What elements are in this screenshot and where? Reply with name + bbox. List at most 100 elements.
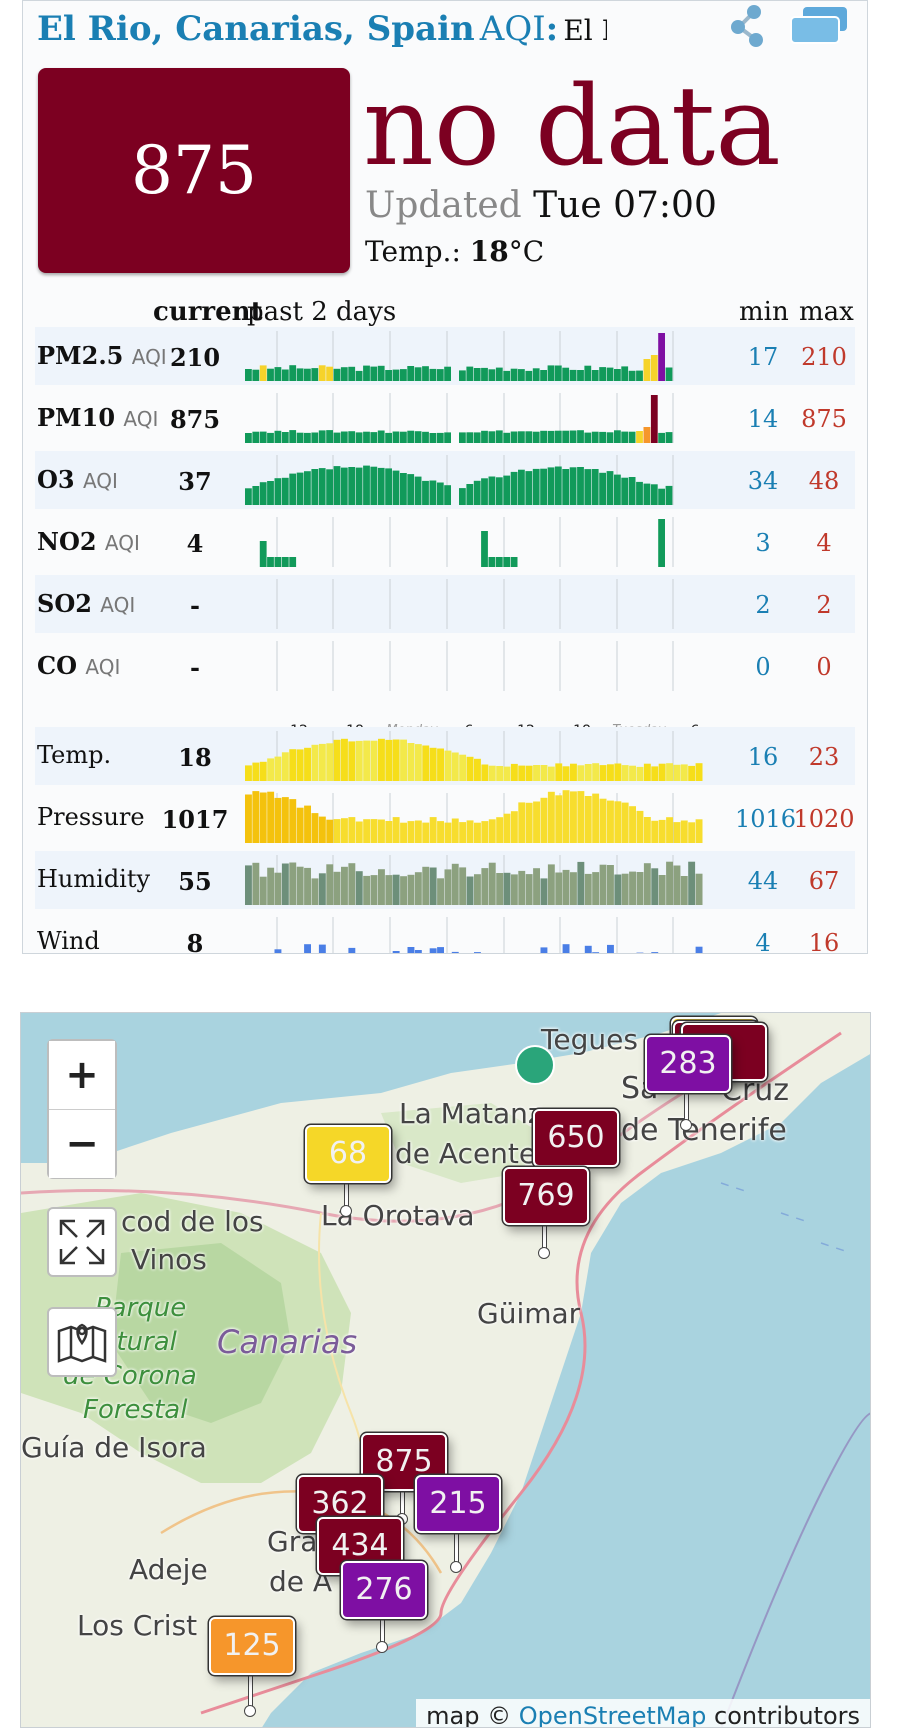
history-bar — [481, 868, 489, 905]
map-layers-button[interactable] — [47, 1307, 117, 1377]
history-bar — [591, 431, 599, 443]
aqi-value-box[interactable]: 875 — [38, 68, 350, 273]
row-name: NO2 AQI — [37, 527, 140, 556]
history-bar — [252, 369, 260, 381]
history-bar — [629, 871, 636, 905]
history-bar — [363, 875, 371, 905]
history-bar — [296, 866, 304, 905]
history-bar — [518, 431, 525, 443]
history-bar — [274, 430, 282, 443]
temp-label: Temp.: — [365, 235, 461, 268]
history-bar — [340, 431, 348, 443]
history-bar — [607, 800, 614, 843]
history-bar — [355, 740, 363, 781]
zoom-in-button[interactable]: + — [49, 1041, 115, 1109]
history-bar — [318, 743, 326, 781]
row-current: 18 — [178, 743, 212, 772]
history-bar — [311, 878, 319, 905]
history-bar — [577, 430, 584, 443]
col-past: past 2 days — [247, 297, 397, 327]
history-bar — [340, 467, 348, 505]
history-bar — [370, 819, 378, 843]
history-bar — [474, 758, 481, 781]
table-row[interactable]: Wind 8 4 16 — [35, 913, 855, 954]
row-label: Pressure — [37, 803, 145, 831]
table-row[interactable]: NO2 AQI 4 3 4 — [35, 513, 855, 571]
place-label: Guía de Isora — [21, 1431, 207, 1464]
history-bar — [355, 432, 363, 443]
history-bar — [333, 466, 341, 505]
history-bar — [680, 876, 688, 905]
zoom-out-button[interactable]: − — [49, 1110, 115, 1178]
history-bar — [466, 432, 474, 443]
marker-pin-dot — [450, 1561, 462, 1573]
fullscreen-button[interactable] — [47, 1207, 117, 1277]
table-row[interactable]: Temp. 18 16 23 — [35, 727, 855, 785]
history-bar — [281, 477, 289, 505]
station-marker[interactable]: 276 — [341, 1561, 427, 1619]
history-bar — [636, 431, 643, 443]
station-marker[interactable]: 125 — [209, 1617, 295, 1675]
history-bar — [326, 864, 334, 905]
history-bar — [495, 557, 503, 567]
station-dot[interactable] — [515, 1045, 555, 1085]
history-bar — [510, 763, 518, 781]
station-map[interactable]: Tegues La Matanz de Acente La Orotava co… — [20, 1012, 871, 1728]
history-bar — [437, 821, 444, 843]
table-row[interactable]: Pressure 1017 1016 1020 — [35, 789, 855, 847]
history-bar — [628, 370, 636, 381]
osm-link[interactable]: OpenStreetMap — [518, 1702, 707, 1728]
history-bar — [562, 469, 570, 505]
city-link[interactable]: El Rio, Canarias, Spain — [37, 9, 475, 49]
table-row[interactable]: CO AQI - 0 0 — [35, 637, 855, 695]
history-bar — [318, 430, 326, 443]
history-bar — [296, 432, 304, 443]
history-bar — [333, 739, 341, 781]
history-bar — [540, 797, 548, 843]
table-row[interactable]: SO2 AQI - 2 2 — [35, 575, 855, 633]
station-marker[interactable]: 283 — [645, 1035, 731, 1093]
aqi-status-text: no data — [363, 62, 781, 190]
history-bar — [385, 875, 393, 905]
history-bar — [392, 470, 400, 505]
title-colon: : — [545, 9, 559, 49]
table-row[interactable]: Humidity 55 44 67 — [35, 851, 855, 909]
history-bar — [666, 861, 673, 905]
history-bar — [525, 802, 533, 843]
history-bar — [488, 765, 496, 781]
table-row[interactable]: PM10 AQI 875 14 875 — [35, 389, 855, 447]
row-min: 0 — [755, 653, 771, 681]
history-bar — [392, 874, 400, 905]
station-marker[interactable]: 68 — [305, 1125, 391, 1183]
history-bar — [562, 367, 570, 381]
station-marker[interactable]: 650 — [533, 1109, 619, 1167]
history-bar — [422, 366, 429, 381]
history-bar — [414, 744, 422, 781]
table-row[interactable]: O3 AQI 37 34 48 — [35, 451, 855, 509]
history-bar — [333, 819, 341, 843]
row-max: 2 — [816, 591, 832, 619]
row-max: 210 — [801, 343, 847, 371]
history-bar — [584, 432, 592, 443]
history-bar — [592, 952, 600, 953]
history-bar — [281, 369, 289, 381]
history-bar — [481, 821, 489, 843]
windows-icon[interactable] — [789, 3, 849, 51]
history-bar — [680, 820, 688, 843]
history-bar — [429, 480, 437, 505]
history-bar — [665, 367, 673, 381]
history-bar — [363, 819, 371, 843]
history-bar — [650, 484, 658, 505]
row-current: 8 — [186, 929, 204, 954]
map-attribution: map © OpenStreetMap contributors — [416, 1699, 870, 1727]
history-bar — [658, 333, 665, 381]
history-bar — [414, 820, 422, 843]
station-marker[interactable]: 215 — [415, 1475, 501, 1533]
share-icon[interactable] — [723, 3, 771, 51]
history-bar — [281, 432, 289, 443]
place-label: Güimar — [477, 1297, 581, 1330]
station-marker[interactable]: 769 — [503, 1167, 589, 1225]
row-label: CO — [37, 651, 78, 680]
table-row[interactable]: PM2.5 AQI 210 17 210 — [35, 327, 855, 385]
history-bar — [636, 370, 643, 381]
